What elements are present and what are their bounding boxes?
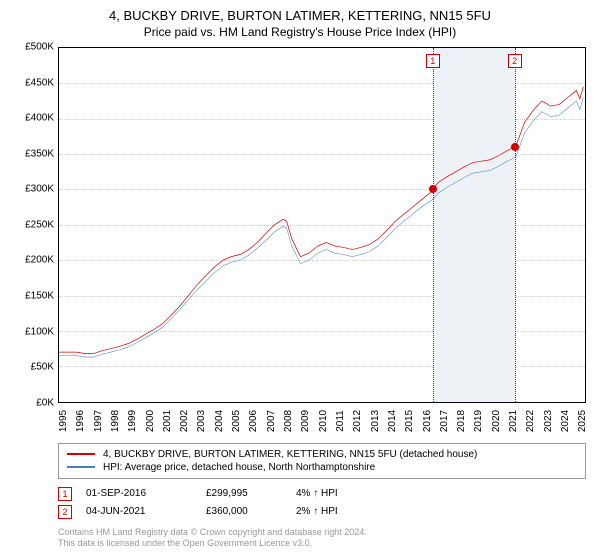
legend-swatch xyxy=(67,466,95,468)
y-tick-label: £250K xyxy=(25,219,54,230)
x-tick-label: 2009 xyxy=(300,410,311,432)
y-tick-label: £300K xyxy=(25,184,54,195)
transaction-row: 1 01-SEP-2016£299,9954% ↑ HPI xyxy=(58,485,586,503)
x-tick-label: 2023 xyxy=(543,410,554,432)
x-tick-label: 2003 xyxy=(196,410,207,432)
y-tick-label: £100K xyxy=(25,326,54,337)
x-tick-label: 2010 xyxy=(318,410,329,432)
legend: 4, BUCKBY DRIVE, BURTON LATIMER, KETTERI… xyxy=(58,443,586,479)
x-tick-label: 2008 xyxy=(283,410,294,432)
transaction-pct: 2% ↑ HPI xyxy=(296,506,396,517)
x-tick-label: 2020 xyxy=(491,410,502,432)
transaction-marker-box: 2 xyxy=(58,505,72,519)
y-tick-label: £0K xyxy=(36,397,54,408)
y-tick-label: £150K xyxy=(25,290,54,301)
copyright-line: This data is licensed under the Open Gov… xyxy=(58,538,586,550)
x-tick-label: 2000 xyxy=(145,410,156,432)
x-tick-label: 1997 xyxy=(93,410,104,432)
x-tick-label: 2014 xyxy=(387,410,398,432)
x-tick-label: 2017 xyxy=(439,410,450,432)
x-tick-label: 2018 xyxy=(456,410,467,432)
chart-container: 4, BUCKBY DRIVE, BURTON LATIMER, KETTERI… xyxy=(0,0,600,560)
x-tick-label: 2007 xyxy=(266,410,277,432)
x-tick-label: 2015 xyxy=(404,410,415,432)
y-axis: £0K£50K£100K£150K£200K£250K£300K£350K£40… xyxy=(14,47,58,403)
x-tick-label: 1995 xyxy=(58,410,69,432)
x-tick-label: 2004 xyxy=(214,410,225,432)
chart-subtitle: Price paid vs. HM Land Registry's House … xyxy=(14,25,586,39)
x-tick-label: 2022 xyxy=(525,410,536,432)
copyright-line: Contains HM Land Registry data © Crown c… xyxy=(58,527,586,539)
x-tick-label: 2001 xyxy=(162,410,173,432)
x-tick-label: 1999 xyxy=(127,410,138,432)
x-tick-label: 2006 xyxy=(248,410,259,432)
x-tick-label: 2011 xyxy=(335,410,346,432)
transaction-pct: 4% ↑ HPI xyxy=(296,488,396,499)
y-tick-label: £400K xyxy=(25,113,54,124)
copyright-block: Contains HM Land Registry data © Crown c… xyxy=(58,527,586,550)
x-tick-label: 2024 xyxy=(560,410,571,432)
transaction-date: 01-SEP-2016 xyxy=(86,488,206,499)
x-tick-label: 2002 xyxy=(179,410,190,432)
x-tick-label: 1998 xyxy=(110,410,121,432)
legend-label: 4, BUCKBY DRIVE, BURTON LATIMER, KETTERI… xyxy=(103,449,477,460)
transaction-price: £360,000 xyxy=(206,506,296,517)
x-tick-label: 2005 xyxy=(231,410,242,432)
series-hpi xyxy=(59,98,583,358)
x-axis: 1995 1996 1997 1998 1999 2000 2001 2002 2003 2004… xyxy=(58,403,586,437)
line-svg xyxy=(59,48,585,402)
legend-label: HPI: Average price, detached house, Nort… xyxy=(103,462,375,473)
y-tick-label: £200K xyxy=(25,255,54,266)
chart-title: 4, BUCKBY DRIVE, BURTON LATIMER, KETTERI… xyxy=(14,8,586,23)
y-tick-label: £350K xyxy=(25,148,54,159)
x-tick-label: 2012 xyxy=(352,410,363,432)
series-property xyxy=(59,87,583,354)
y-tick-label: £450K xyxy=(25,77,54,88)
x-tick-label: 2025 xyxy=(577,410,588,432)
x-tick-label: 1996 xyxy=(75,410,86,432)
transaction-row: 2 04-JUN-2021£360,0002% ↑ HPI xyxy=(58,503,586,521)
plot-area: 12 xyxy=(58,47,586,403)
transaction-price: £299,995 xyxy=(206,488,296,499)
y-tick-label: £500K xyxy=(25,42,54,53)
x-tick-label: 2021 xyxy=(508,410,519,432)
legend-swatch xyxy=(67,453,95,455)
legend-item: HPI: Average price, detached house, Nort… xyxy=(67,461,577,474)
x-tick-label: 2013 xyxy=(370,410,381,432)
transaction-date: 04-JUN-2021 xyxy=(86,506,206,517)
x-tick-label: 2019 xyxy=(473,410,484,432)
x-tick-label: 2016 xyxy=(422,410,433,432)
y-tick-label: £50K xyxy=(31,362,54,373)
legend-item: 4, BUCKBY DRIVE, BURTON LATIMER, KETTERI… xyxy=(67,448,577,461)
chart-area: £0K£50K£100K£150K£200K£250K£300K£350K£40… xyxy=(14,47,586,403)
transaction-marker-box: 1 xyxy=(58,487,72,501)
transactions-table: 1 01-SEP-2016£299,9954% ↑ HPI 2 04-JUN-2021… xyxy=(58,485,586,521)
